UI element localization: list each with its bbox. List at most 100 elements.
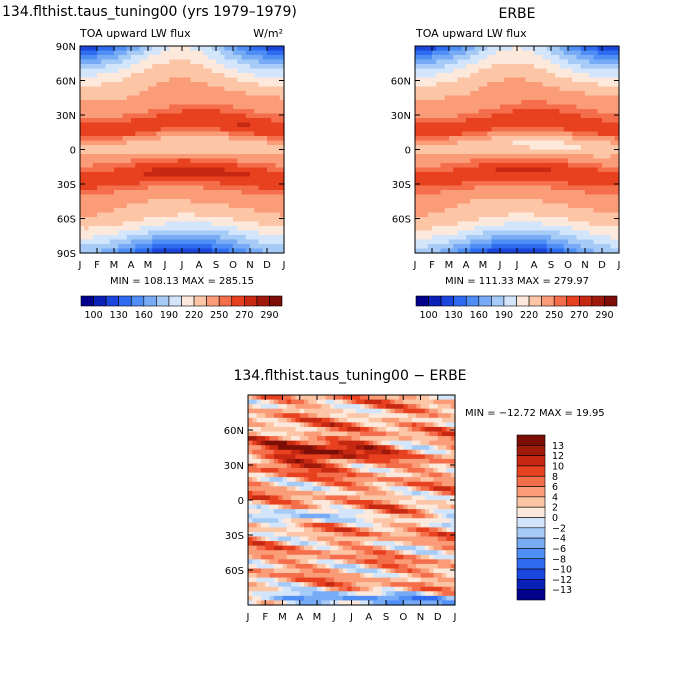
field-cell bbox=[84, 145, 90, 151]
field-cell bbox=[84, 203, 90, 209]
field-cell bbox=[597, 136, 603, 142]
field-cell bbox=[483, 122, 488, 128]
field-cell bbox=[419, 136, 425, 142]
field-cell bbox=[114, 230, 119, 236]
field-cell bbox=[186, 59, 192, 65]
field-cell bbox=[508, 158, 514, 164]
field-cell bbox=[118, 104, 124, 110]
field-cell bbox=[216, 248, 221, 254]
field-cell bbox=[258, 208, 264, 214]
field-cell bbox=[478, 203, 484, 209]
field-cell bbox=[538, 100, 544, 106]
field-cell bbox=[593, 127, 599, 133]
field-cell bbox=[576, 86, 582, 92]
field-cell bbox=[88, 100, 94, 106]
field-cell bbox=[88, 239, 94, 245]
field-cell bbox=[233, 73, 238, 79]
field-cell bbox=[88, 46, 94, 52]
field-cell bbox=[169, 46, 175, 52]
field-cell bbox=[568, 59, 573, 65]
field-cell bbox=[453, 46, 459, 52]
field-cell bbox=[504, 77, 510, 83]
field-cell bbox=[415, 64, 420, 70]
field-cell bbox=[88, 235, 94, 241]
field-cell bbox=[317, 426, 322, 433]
field-cell bbox=[139, 203, 145, 209]
field-cell bbox=[143, 73, 149, 79]
field-cell bbox=[148, 185, 153, 191]
field-cell bbox=[364, 426, 370, 433]
field-cell bbox=[576, 55, 582, 61]
field-cell bbox=[555, 109, 561, 115]
field-cell bbox=[279, 203, 285, 209]
field-cell bbox=[487, 221, 493, 227]
field-cell bbox=[563, 86, 569, 92]
colorbar-box bbox=[156, 295, 170, 307]
field-cell bbox=[84, 190, 90, 196]
field-cell bbox=[614, 199, 620, 205]
field-cell bbox=[589, 91, 595, 97]
field-cell bbox=[450, 408, 456, 414]
field-cell bbox=[131, 181, 136, 187]
field-cell bbox=[597, 199, 603, 205]
field-cell bbox=[84, 59, 90, 65]
field-cell bbox=[199, 185, 204, 191]
field-cell bbox=[495, 208, 501, 214]
x-tick-label: O bbox=[564, 260, 572, 271]
field-cell bbox=[190, 239, 196, 245]
field-cell bbox=[169, 82, 175, 88]
field-cell bbox=[398, 399, 404, 405]
field-cell bbox=[245, 212, 251, 218]
field-cell bbox=[224, 194, 230, 200]
field-cell bbox=[504, 118, 510, 124]
field-cell bbox=[224, 77, 230, 83]
field-cell bbox=[474, 131, 480, 137]
field-cell bbox=[173, 131, 179, 137]
field-cell bbox=[84, 176, 90, 182]
field-cell bbox=[423, 68, 429, 74]
field-cell bbox=[275, 208, 281, 214]
field-cell bbox=[228, 113, 234, 119]
field-cell bbox=[449, 131, 454, 137]
field-cell bbox=[194, 199, 200, 205]
field-cell bbox=[351, 417, 357, 423]
field-cell bbox=[478, 68, 484, 74]
field-cell bbox=[148, 109, 153, 115]
field-cell bbox=[224, 212, 230, 218]
field-cell bbox=[256, 399, 262, 405]
field-cell bbox=[173, 176, 179, 182]
field-cell bbox=[555, 77, 561, 83]
field-cell bbox=[182, 145, 187, 151]
field-cell bbox=[521, 68, 527, 74]
field-cell bbox=[80, 122, 85, 128]
field-cell bbox=[295, 431, 301, 437]
field-cell bbox=[250, 86, 255, 92]
colorbar-label: 130 bbox=[110, 310, 128, 321]
field-cell bbox=[250, 230, 255, 236]
field-cell bbox=[258, 91, 264, 97]
field-cell bbox=[211, 235, 217, 241]
field-cell bbox=[267, 248, 272, 254]
field-cell bbox=[461, 68, 467, 74]
field-cell bbox=[122, 176, 128, 182]
field-cell bbox=[602, 109, 607, 115]
field-cell bbox=[118, 208, 124, 214]
field-cell bbox=[186, 221, 192, 227]
field-cell bbox=[576, 194, 582, 200]
field-cell bbox=[504, 212, 510, 218]
field-cell bbox=[101, 136, 107, 142]
field-cell bbox=[589, 140, 595, 146]
field-cell bbox=[97, 244, 102, 250]
field-cell bbox=[457, 100, 463, 106]
field-cell bbox=[470, 68, 476, 74]
field-cell bbox=[139, 244, 145, 250]
field-cell bbox=[580, 239, 586, 245]
colorbar-box bbox=[118, 295, 132, 307]
field-cell bbox=[589, 226, 595, 232]
field-cell bbox=[580, 140, 586, 146]
field-cell bbox=[211, 59, 217, 65]
field-cell bbox=[139, 221, 145, 227]
field-cell bbox=[275, 235, 281, 241]
field-cell bbox=[483, 59, 488, 65]
field-cell bbox=[245, 86, 251, 92]
